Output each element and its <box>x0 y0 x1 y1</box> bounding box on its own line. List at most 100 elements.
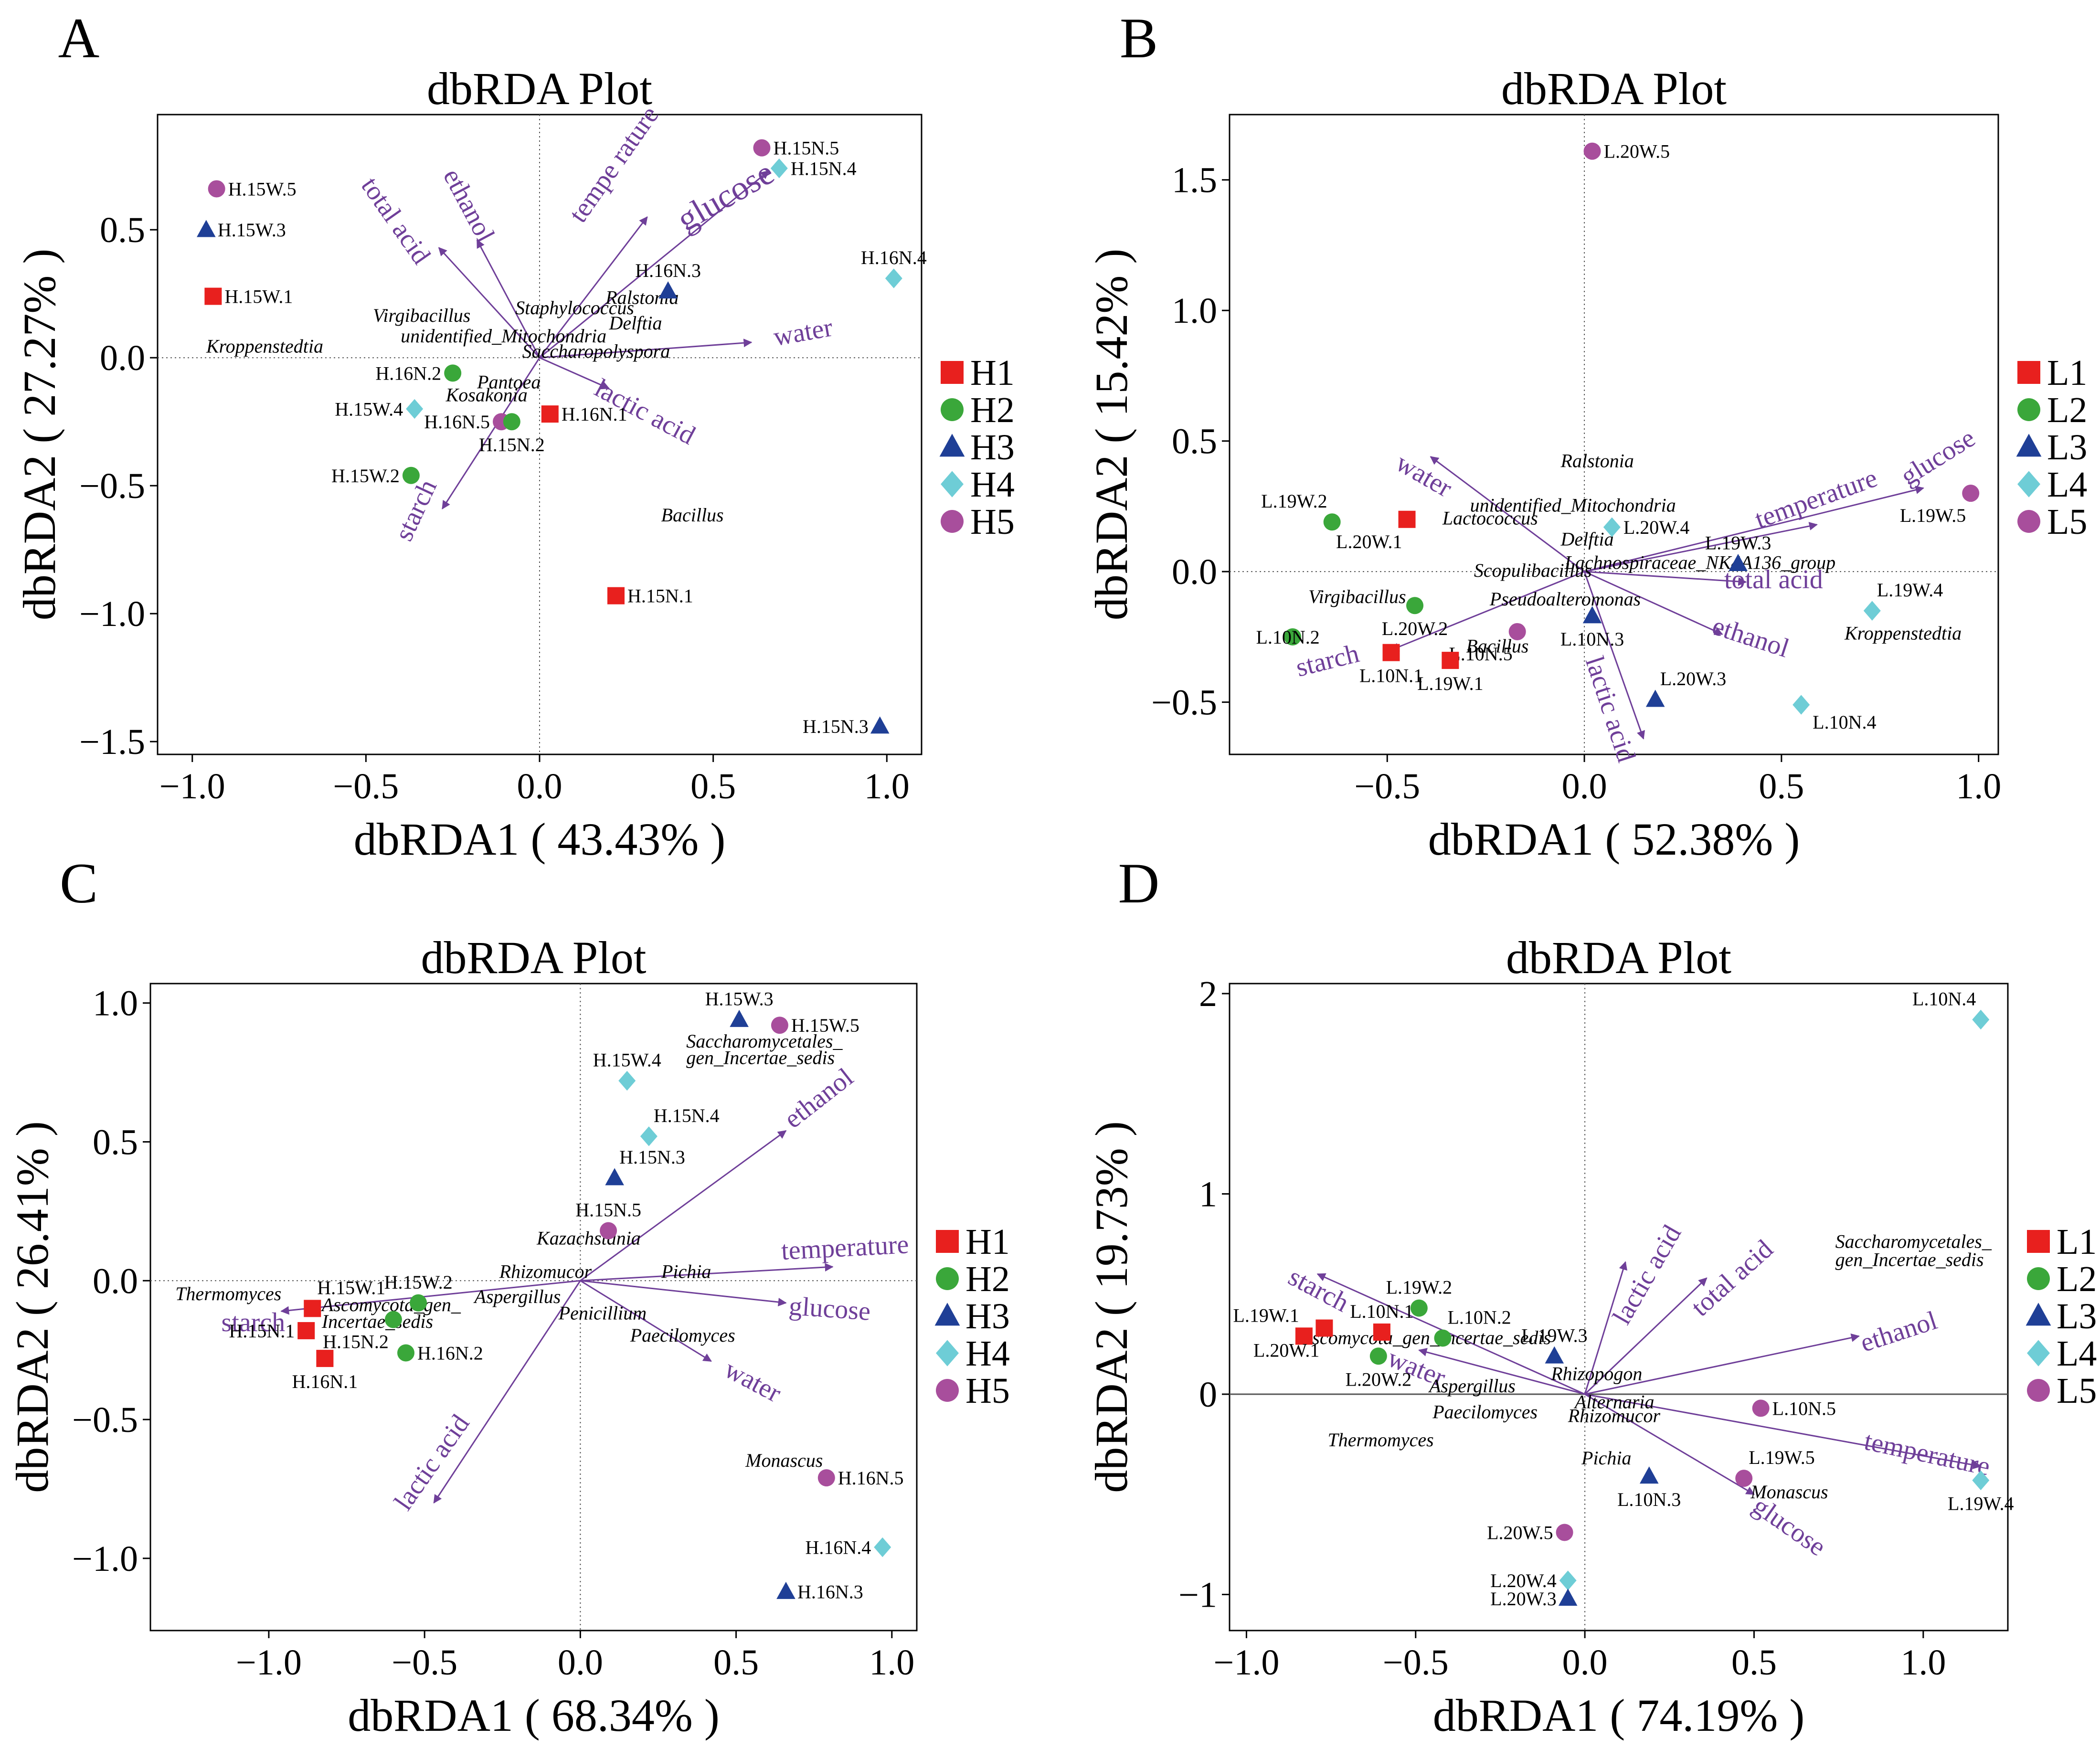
genus-label: Pichia <box>1581 1447 1631 1469</box>
legend-label: H2 <box>970 390 1015 430</box>
sample-point: L.20W.1 <box>1253 1319 1333 1361</box>
x-tick-label: −1.0 <box>1213 1642 1279 1683</box>
sample-marker <box>776 1581 795 1599</box>
plot-frame <box>1229 114 1999 755</box>
legend-item: H5 <box>941 502 1015 542</box>
sample-label: H.15W.3 <box>218 219 286 241</box>
y-axis-label: dbRDA2 ( 26.41% ) <box>7 1121 58 1493</box>
sample-label: L.19W.4 <box>1948 1493 2014 1514</box>
sample-label: H.16N.5 <box>838 1467 904 1489</box>
env-vector-arrow <box>1316 1273 1585 1395</box>
sample-point: H.16N.5 <box>424 411 510 433</box>
sample-label: H.16N.4 <box>861 247 927 268</box>
sample-point: L.19W.2 <box>1261 490 1341 531</box>
sample-point: L.20W.1 <box>1336 510 1416 552</box>
legend-marker <box>2027 1267 2050 1290</box>
genus-label: Virgibacillus <box>1308 586 1406 607</box>
legend-marker <box>941 510 964 533</box>
legend-label: H5 <box>965 1371 1010 1411</box>
sample-point: H.15N.4 <box>770 158 857 180</box>
chart-title: dbRDA Plot <box>421 932 646 983</box>
sample-marker <box>1645 689 1665 707</box>
legend-label: L4 <box>2057 1334 2097 1374</box>
env-vector-arrow <box>1584 1277 1708 1395</box>
env-vector-arrow <box>1584 571 1747 586</box>
sample-marker <box>204 287 222 305</box>
env-vector-label: ethanol <box>437 164 500 247</box>
sample-point: H.16N.2 <box>397 1342 483 1364</box>
y-axis-label: dbRDA2 ( 15.42% ) <box>1086 249 1137 621</box>
x-tick-label: −1.0 <box>236 1642 302 1683</box>
genus-label: Penicillium <box>558 1303 647 1324</box>
sample-point: H.16N.1 <box>292 1350 358 1392</box>
legend-label: L3 <box>2057 1296 2097 1336</box>
sample-marker <box>753 139 771 157</box>
env-vector-label: lactic acid <box>1580 653 1642 765</box>
genus-label: Aspergillus <box>473 1286 561 1307</box>
env-vector-label: lactic acid <box>389 1409 476 1516</box>
sample-label: L.10N.2 <box>1256 626 1319 648</box>
sample-marker <box>1792 695 1810 715</box>
x-tick-label: 0.5 <box>1759 766 1804 806</box>
sample-point: H.16N.4 <box>861 247 927 288</box>
y-tick-label: −1 <box>1178 1575 1217 1615</box>
genus-label: Delftia <box>608 312 662 334</box>
sample-label: L.19W.3 <box>1521 1324 1588 1346</box>
sample-label: H.15W.5 <box>791 1015 859 1036</box>
y-tick-label: 0.0 <box>93 1261 138 1301</box>
legend-label: L1 <box>2047 353 2087 393</box>
sample-label: L.19W.5 <box>1749 1447 1815 1468</box>
sample-point: L.10N.3 <box>1560 606 1624 650</box>
env-vector-arrow <box>1584 1333 1860 1395</box>
x-tick-label: 0.0 <box>1562 766 1607 806</box>
sample-label: L.19W.2 <box>1386 1277 1453 1298</box>
sample-label: H.15W.1 <box>317 1277 385 1298</box>
legend-item: H3 <box>939 427 1015 467</box>
genus-label: Thermomyces <box>1328 1429 1434 1451</box>
y-tick-label: 0.5 <box>93 1122 138 1162</box>
sample-marker <box>870 716 890 734</box>
env-vector-arrow <box>1584 1261 1628 1395</box>
x-tick-label: −0.5 <box>1354 766 1420 806</box>
legend-label: H1 <box>970 353 1015 393</box>
sample-label: H.16N.2 <box>417 1342 483 1364</box>
legend-item: H2 <box>941 390 1015 430</box>
sample-point: H.15N.2 <box>479 413 545 456</box>
x-tick-label: 0.0 <box>558 1642 603 1683</box>
sample-label: L.19W.4 <box>1877 579 1943 601</box>
x-tick-label: 0.5 <box>690 766 736 806</box>
sample-label: L.20W.5 <box>1487 1522 1553 1543</box>
sample-label: H.15N.1 <box>229 1320 295 1342</box>
sample-label: H.15N.4 <box>791 158 857 180</box>
panel-letter: B <box>1120 6 1158 70</box>
plot-frame <box>149 983 918 1631</box>
sample-point: H.15W.4 <box>335 398 424 420</box>
sample-label: L.19W.1 <box>1417 673 1484 694</box>
genus-label: gen_Incertae_sedis <box>686 1047 835 1069</box>
legend-item: L5 <box>2017 502 2087 542</box>
sample-label: H.15N.2 <box>323 1331 389 1353</box>
sample-marker <box>1373 1323 1390 1341</box>
legend-item: H2 <box>936 1259 1010 1299</box>
sample-marker <box>384 1311 402 1328</box>
sample-point: H.15N.3 <box>803 716 890 737</box>
sample-point: L.10N.4 <box>1912 988 1990 1030</box>
genus-label: Kosakonia <box>445 384 528 405</box>
sample-label: H.16N.2 <box>375 362 441 384</box>
legend-item: L5 <box>2027 1371 2097 1411</box>
sample-label: L.20W.1 <box>1336 531 1402 552</box>
sample-marker <box>730 1009 749 1027</box>
genus-label: Aspergillus <box>1428 1375 1516 1397</box>
sample-label: L.19W.2 <box>1261 490 1327 512</box>
sample-label: H.15N.3 <box>619 1146 685 1168</box>
sample-label: L.20W.2 <box>1346 1368 1412 1390</box>
x-axis-label: dbRDA1 ( 68.34% ) <box>348 1690 720 1741</box>
sample-label: H.15N.5 <box>575 1199 641 1221</box>
sample-marker <box>1545 1346 1564 1364</box>
legend-item: L1 <box>2027 1222 2097 1262</box>
legend-marker <box>2017 361 2040 384</box>
env-vector-arrow <box>539 216 648 359</box>
sample-marker <box>770 158 788 179</box>
